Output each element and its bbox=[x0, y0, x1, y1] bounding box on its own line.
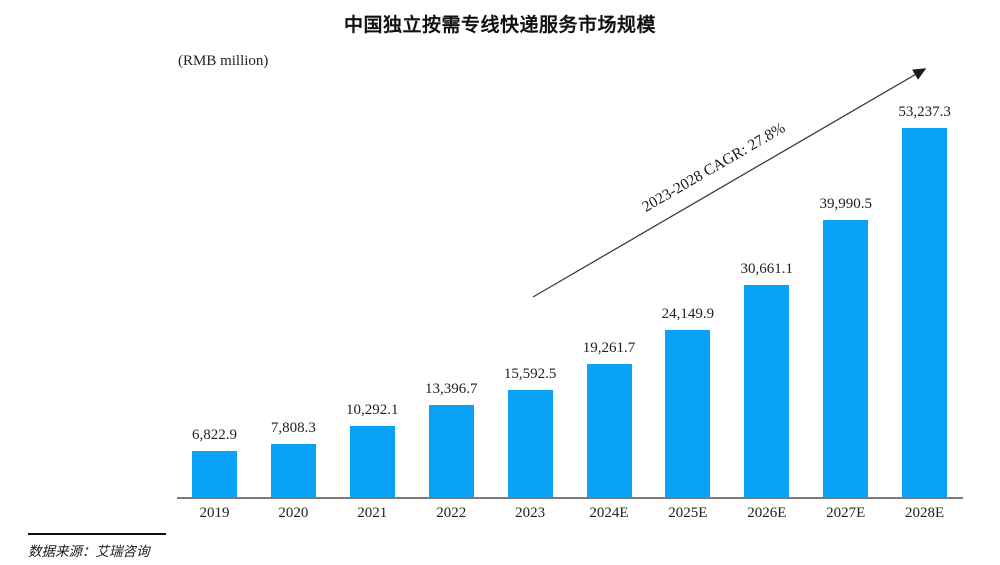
value-label-2025E: 24,149.9 bbox=[661, 306, 715, 322]
x-tick-2026E: 2026E bbox=[747, 505, 787, 521]
x-tick-2024E: 2024E bbox=[589, 505, 629, 521]
x-tick-2021: 2021 bbox=[357, 505, 388, 521]
value-label-2026E: 30,661.1 bbox=[740, 261, 794, 277]
bar-2026E bbox=[744, 285, 790, 498]
value-label-2024E: 19,261.7 bbox=[582, 340, 636, 356]
value-label-2027E: 39,990.5 bbox=[819, 196, 872, 212]
value-label-2028E: 53,237.3 bbox=[898, 104, 951, 120]
x-tick-2022: 2022 bbox=[436, 505, 467, 521]
y-axis-unit-label: (RMB million) bbox=[178, 53, 269, 69]
bar-2020 bbox=[270, 444, 316, 498]
bar-2023 bbox=[507, 390, 553, 498]
x-tick-2027E: 2027E bbox=[826, 505, 866, 521]
x-tick-2028E: 2028E bbox=[905, 505, 945, 521]
x-tick-2020: 2020 bbox=[278, 505, 309, 521]
chart-title: 中国独立按需专线快递服务市场规模 bbox=[343, 15, 656, 36]
bar-2021 bbox=[349, 426, 395, 498]
x-tick-2023: 2023 bbox=[515, 505, 546, 521]
bar-2019 bbox=[192, 451, 237, 498]
value-label-2021: 10,292.1 bbox=[346, 402, 399, 418]
cagr-annotation-label: 2023-2028 CAGR: 27.8% bbox=[639, 119, 789, 216]
value-label-2019: 6,822.9 bbox=[192, 427, 237, 443]
source-divider-line bbox=[28, 533, 166, 535]
bar-2024E bbox=[586, 364, 632, 498]
bar-2028E bbox=[902, 128, 948, 498]
bar-2027E bbox=[823, 220, 869, 498]
x-tick-2025E: 2025E bbox=[668, 505, 708, 521]
x-axis-line bbox=[177, 497, 963, 499]
value-label-2023: 15,592.5 bbox=[503, 366, 557, 382]
value-label-2022: 13,396.7 bbox=[424, 381, 478, 397]
bar-2025E bbox=[665, 330, 711, 498]
bar-2022 bbox=[428, 405, 474, 498]
x-tick-2019: 2019 bbox=[199, 505, 230, 521]
data-source-note: 数据来源：艾瑞咨询 bbox=[28, 544, 150, 559]
value-label-2020: 7,808.3 bbox=[270, 420, 316, 436]
